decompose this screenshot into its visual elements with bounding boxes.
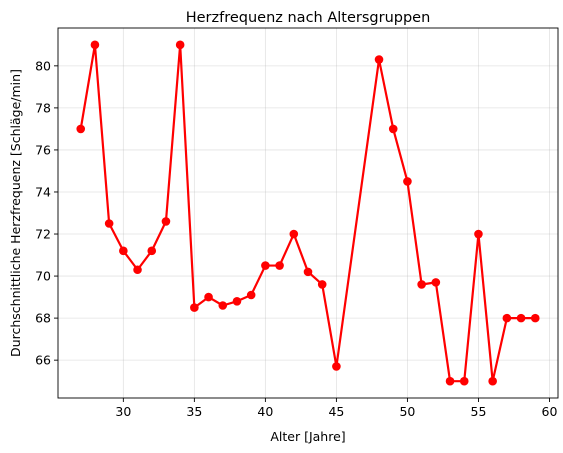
data-point [232,296,242,306]
x-tick-label: 30 [115,404,131,419]
data-point [530,313,540,323]
data-point [119,246,128,256]
data-point [459,376,469,386]
data-point [204,292,213,302]
data-point [388,124,398,134]
data-point [175,40,185,50]
x-tick-label: 45 [328,404,344,419]
data-point [261,261,270,270]
data-point [289,229,299,239]
y-tick-label: 78 [35,100,51,115]
data-point [190,303,199,312]
data-point [161,217,171,226]
x-tick-label: 50 [399,404,415,419]
y-tick-label: 76 [35,142,51,157]
data-point [246,290,256,300]
data-point [474,229,483,239]
x-tick-label: 40 [257,404,273,419]
data-point [516,313,526,323]
data-series [76,40,540,386]
y-tick-label: 72 [35,227,51,242]
data-point [417,280,426,289]
data-point [303,267,313,277]
y-tick-label: 66 [35,353,51,368]
data-point [218,301,228,310]
y-tick-label: 74 [35,184,51,199]
x-axis-ticks: 30 35 40 45 50 55 60 [115,398,557,419]
data-point [90,40,100,50]
data-point [275,261,284,270]
series-line [79,43,536,383]
data-point [76,124,86,134]
y-axis-label: Durchschnittliche Herzfrequenz [Schläge/… [8,69,23,357]
data-point [488,376,497,386]
data-point [374,55,384,64]
y-axis-ticks: 66 68 70 72 74 76 78 80 [35,58,58,368]
data-point [317,280,327,289]
y-tick-label: 80 [35,58,51,73]
x-tick-label: 55 [471,404,487,419]
data-point [445,376,455,386]
x-tick-label: 35 [186,404,202,419]
chart-title: Herzfrequenz nach Altersgruppen [186,10,431,26]
x-tick-label: 60 [542,404,558,419]
data-point [147,246,157,256]
data-point [133,265,142,275]
y-tick-label: 70 [35,269,51,284]
grid [58,28,558,398]
data-point [104,219,114,228]
x-axis-label: Alter [Jahre] [270,429,345,444]
y-tick-label: 68 [35,311,51,326]
plot-frame [57,27,559,399]
data-point [332,362,341,371]
data-point [403,177,412,186]
data-point [502,313,512,323]
data-point [431,278,441,287]
